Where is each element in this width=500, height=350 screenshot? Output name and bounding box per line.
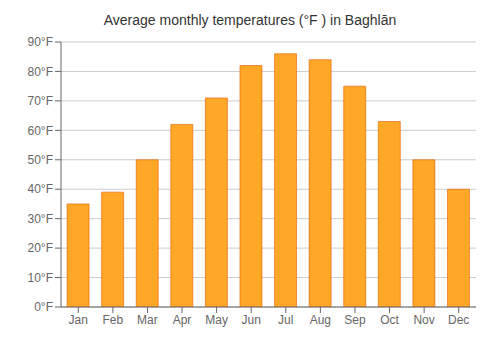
svg-text:40°F: 40°F — [28, 182, 53, 196]
svg-text:0°F: 0°F — [34, 300, 53, 314]
svg-text:Nov: Nov — [413, 313, 434, 327]
svg-text:Aug: Aug — [310, 313, 331, 327]
svg-text:Jun: Jun — [242, 313, 261, 327]
svg-text:Oct: Oct — [380, 313, 399, 327]
svg-text:50°F: 50°F — [28, 153, 53, 167]
svg-text:70°F: 70°F — [28, 94, 53, 108]
svg-text:Apr: Apr — [173, 313, 192, 327]
svg-text:Sep: Sep — [344, 313, 366, 327]
svg-text:20°F: 20°F — [28, 241, 53, 255]
svg-text:10°F: 10°F — [28, 271, 53, 285]
svg-text:Jan: Jan — [69, 313, 88, 327]
svg-text:Jul: Jul — [278, 313, 293, 327]
svg-text:90°F: 90°F — [28, 35, 53, 49]
svg-text:60°F: 60°F — [28, 124, 53, 138]
svg-text:May: May — [205, 313, 228, 327]
svg-text:Mar: Mar — [137, 313, 158, 327]
svg-text:80°F: 80°F — [28, 65, 53, 79]
html-text:Average monthly temperatures (: Average monthly temperatures (°F ) in Ba… — [103, 12, 397, 28]
svg-text:Feb: Feb — [103, 313, 124, 327]
svg-text:Dec: Dec — [448, 313, 469, 327]
svg-text:30°F: 30°F — [28, 212, 53, 226]
